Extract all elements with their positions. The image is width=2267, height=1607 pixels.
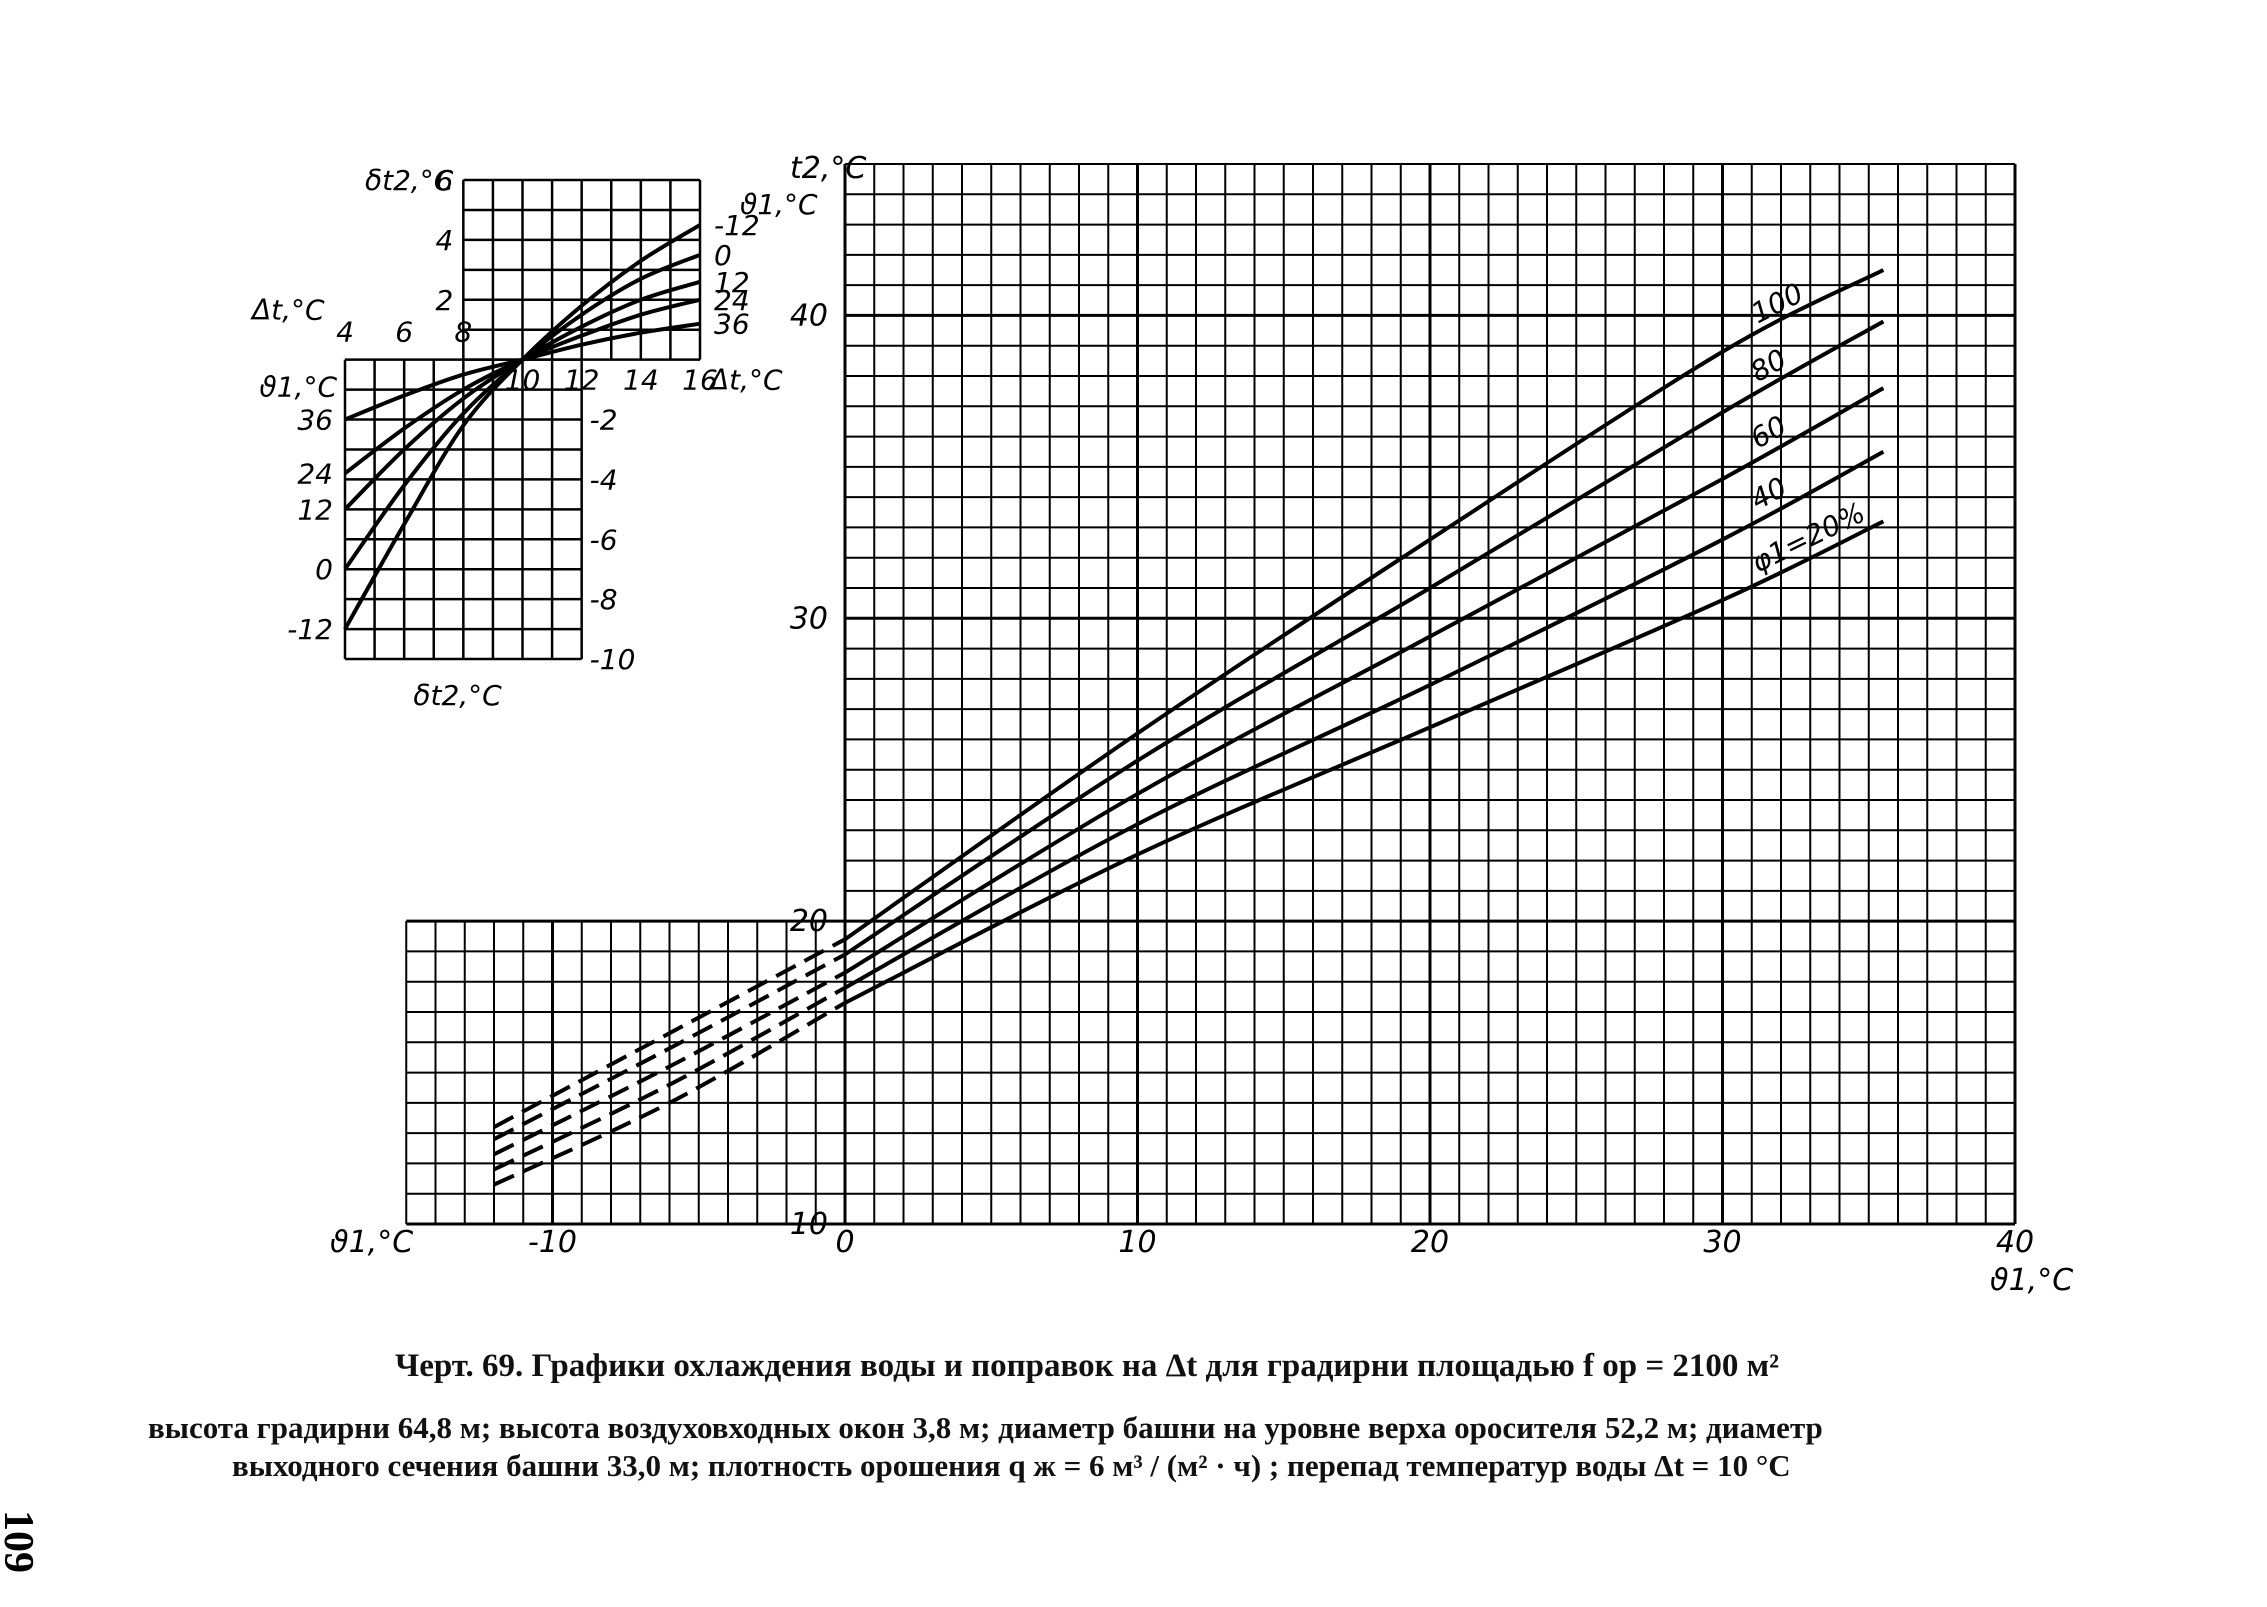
inset-chart-labels: 4 6 8 10 12 14 16 6 4 2 -2 -4 -6 -8 -10 Δt,°C Δt,°C δt2,°… — [250, 164, 818, 712]
x-tick-label: 40 — [1996, 1225, 2034, 1260]
series-line-0 — [844, 519, 1885, 1005]
y-tick-label: 20 — [790, 904, 828, 939]
inset-y-axis-label-bottom: δt2,°C — [413, 679, 502, 712]
x-tick-label: 0 — [835, 1225, 854, 1260]
inset-series-label-left: -12 — [287, 613, 333, 646]
inset-series-label-right: 0 — [714, 239, 732, 272]
inset-series-label-left: 0 — [315, 553, 333, 586]
series-line-3 — [843, 319, 1885, 957]
inset-x-tick-top: 6 — [395, 316, 413, 349]
inset-y-tick-left: 4 — [436, 224, 454, 257]
inset-x-tick-bottom: 14 — [623, 364, 659, 397]
caption-line-3: выходного сечения башни 33,0 м; плотност… — [232, 1448, 1791, 1483]
inset-y-tick-right: -4 — [590, 463, 618, 496]
caption-title: Черт. 69. Графики охлаждения воды и попр… — [395, 1348, 1780, 1384]
x-tick-label: 10 — [1118, 1225, 1156, 1260]
y-tick-label: 40 — [790, 298, 828, 333]
inset-x-axis-label-top: Δt,°C — [250, 294, 325, 327]
inset-series-label-left: 24 — [297, 457, 333, 490]
inset-x-tick-bottom: 12 — [564, 364, 600, 397]
x-axis-label: ϑ1,°C — [1990, 1263, 2073, 1298]
inset-series-label-right: 12 — [714, 266, 750, 299]
inset-y-axis-label-top: δt2,°C — [365, 164, 454, 197]
series-dashed-line-1 — [493, 986, 846, 1172]
series-dashed-line-3 — [493, 952, 846, 1141]
series-line-4 — [843, 268, 1885, 941]
inset-series-label-right: 36 — [714, 308, 750, 341]
inset-y-tick-left: 6 — [436, 164, 454, 197]
inset-series-line-4 — [344, 321, 701, 422]
inset-y-tick-right: -2 — [590, 404, 618, 437]
series-dashed-line-4 — [493, 937, 846, 1129]
inset-series-label-left: 36 — [297, 404, 333, 437]
inset-series-label-right: 24 — [714, 284, 750, 317]
inset-x-tick-top: 8 — [454, 316, 472, 349]
series-dashed-line-2 — [493, 970, 846, 1157]
caption-line-2: высота градирни 64,8 м; высота воздуховх… — [148, 1410, 1823, 1445]
x-tick-label: -10 — [528, 1225, 577, 1260]
y-tick-label: 30 — [790, 601, 828, 636]
inset-legend-title-right: ϑ1,°C — [740, 188, 818, 221]
inset-x-tick-bottom: 16 — [682, 364, 718, 397]
inset-x-axis-label-bottom: Δt,°C — [708, 364, 783, 397]
inset-x-tick-bottom: 10 — [505, 364, 541, 397]
inset-y-tick-right: -10 — [590, 643, 636, 676]
y-axis-label: t2,°C — [790, 151, 866, 186]
x-tick-label: 20 — [1411, 1225, 1449, 1260]
x-axis-corner-label: ϑ1,°C — [330, 1225, 413, 1260]
inset-series-label-right: -12 — [714, 209, 760, 242]
inset-y-tick-right: -8 — [590, 583, 618, 616]
page-number: 109 — [0, 1510, 41, 1573]
inset-series-label-left: 12 — [297, 493, 333, 526]
inset-legend-title-left: ϑ1,°C — [259, 371, 337, 404]
inset-x-tick-top: 4 — [336, 316, 354, 349]
series-dashed-line-0 — [493, 1001, 846, 1187]
series-line-2 — [843, 386, 1885, 975]
x-tick-label: 30 — [1703, 1225, 1741, 1260]
inset-y-tick-left: 2 — [436, 284, 454, 317]
series-line-1 — [844, 449, 1885, 990]
y-tick-label: 10 — [790, 1207, 828, 1242]
inset-y-tick-right: -6 — [590, 523, 618, 556]
inset-chart-grid — [343, 178, 702, 661]
